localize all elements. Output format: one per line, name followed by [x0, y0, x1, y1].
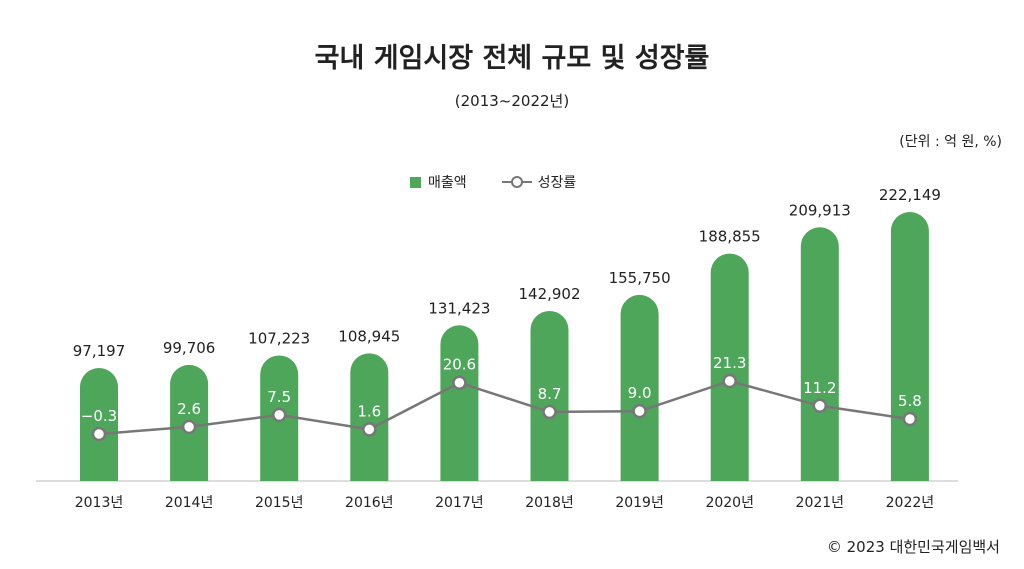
growth-point	[181, 419, 197, 435]
x-tick-label: 2014년	[165, 495, 214, 511]
growth-value-label: 21.3	[713, 354, 746, 372]
bar-value-label: 97,197	[73, 342, 126, 360]
chart-title: 국내 게임시장 전체 규모 및 성장률	[314, 43, 710, 74]
bar-value-label: 222,149	[879, 186, 941, 204]
growth-value-label: 1.6	[357, 402, 381, 420]
x-tick-label: 2021년	[796, 495, 845, 511]
bar-2021년	[800, 227, 839, 481]
growth-line	[98, 379, 911, 436]
growth-value-label: 5.8	[898, 392, 922, 410]
bar-2013년	[80, 368, 118, 481]
growth-point	[542, 404, 557, 420]
x-tick-label: 2018년	[525, 495, 574, 511]
growth-value-label: 9.0	[628, 384, 652, 402]
growth-value-label: 7.5	[267, 388, 291, 406]
growth-value-label: 11.2	[803, 379, 836, 397]
bar-value-label: 99,706	[163, 339, 216, 357]
chart-subtitle: (2013~2022년)	[454, 92, 570, 110]
bar-2018년	[530, 310, 569, 481]
growth-value-label: 8.7	[538, 385, 562, 403]
x-tick-label: 2019년	[615, 495, 664, 511]
legend-swatch-bar	[410, 176, 421, 188]
growth-point	[452, 375, 467, 390]
growth-point	[271, 407, 287, 423]
bar-value-label: 209,913	[789, 201, 851, 219]
growth-value-label: −0.3	[81, 407, 117, 425]
growth-point	[902, 411, 918, 427]
growth-point	[722, 373, 737, 389]
bar-value-label: 188,855	[699, 228, 761, 246]
growth-point	[91, 426, 107, 442]
x-tick-label: 2013년	[75, 495, 124, 511]
growth-point	[812, 398, 828, 414]
growth-value-label: 20.6	[443, 356, 476, 374]
unit-label: (단위 : 억 원, %)	[899, 134, 1002, 150]
legend-label-sales: 매출액	[428, 175, 467, 191]
bar-value-label: 155,750	[609, 269, 671, 287]
x-tick-label: 2015년	[255, 495, 304, 511]
legend-label-growth: 성장률	[537, 175, 577, 191]
growth-point	[362, 422, 377, 437]
legend-item-growth: 성장률	[501, 172, 577, 192]
bar-2020년	[710, 253, 749, 481]
bar-2022년	[890, 212, 929, 481]
x-tick-label: 2016년	[345, 495, 394, 511]
bar-2016년	[350, 353, 389, 481]
bar-value-label: 131,423	[428, 299, 490, 317]
x-tick-label: 2022년	[886, 495, 935, 511]
bar-value-label: 142,902	[518, 285, 580, 303]
bar-value-label: 107,223	[248, 329, 310, 347]
bar-2019년	[620, 294, 659, 481]
source-credit: © 2023 대한민국게임백서	[826, 538, 1000, 556]
growth-value-label: 2.6	[177, 400, 201, 418]
x-tick-label: 2017년	[435, 495, 484, 511]
x-tick-label: 2020년	[705, 495, 754, 511]
legend-swatch-line	[501, 176, 532, 188]
bar-2017년	[440, 325, 479, 481]
legend: 매출액 성장률	[410, 172, 610, 192]
growth-point	[632, 403, 647, 419]
bar-value-label: 108,945	[338, 327, 400, 345]
legend-item-sales: 매출액	[410, 172, 467, 192]
